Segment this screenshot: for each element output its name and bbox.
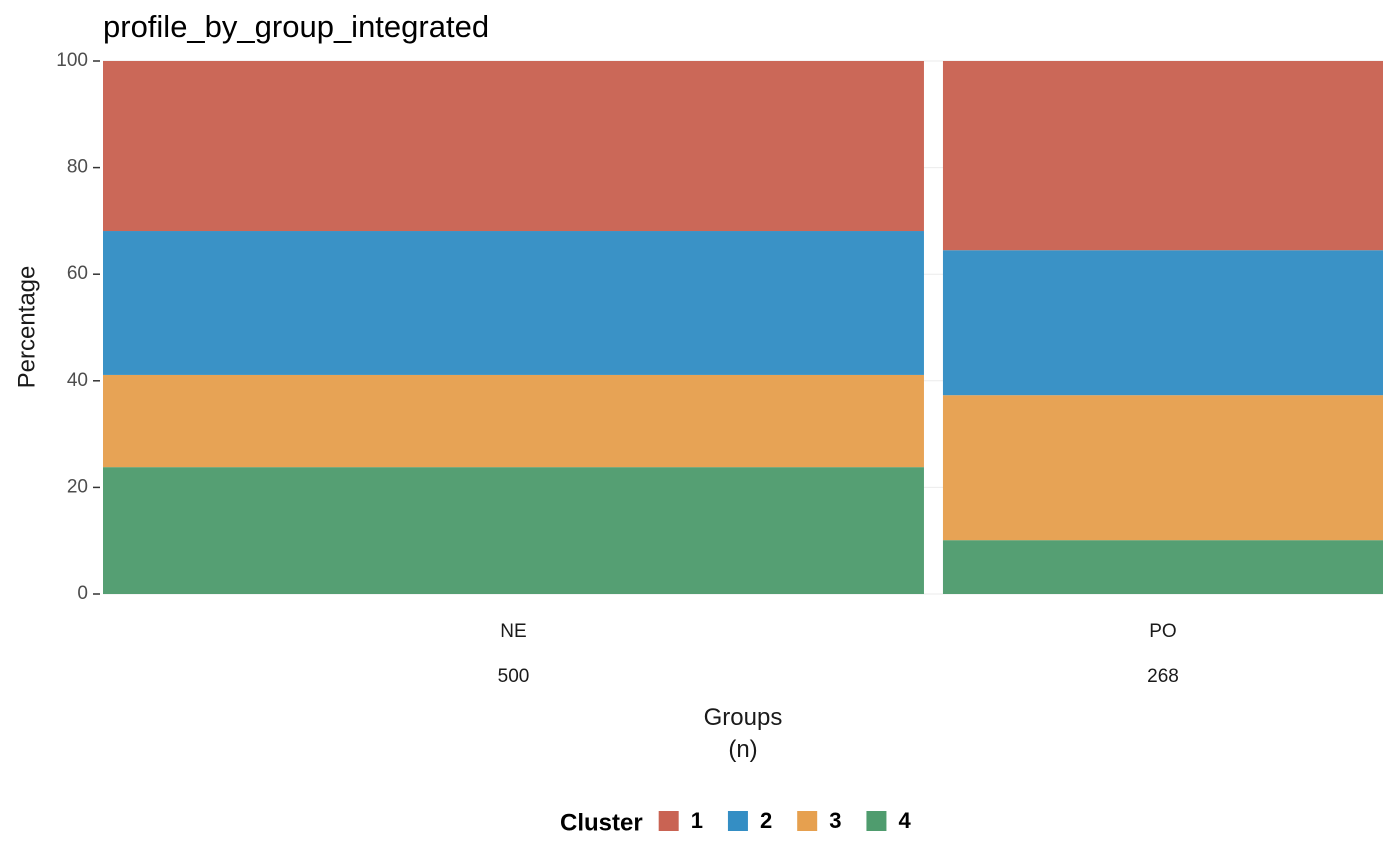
y-tick-label: 0 [77,583,88,604]
bar-segment [942,250,1383,396]
y-tick-label: 100 [56,50,88,71]
legend-label: 2 [760,808,772,833]
n-label: 268 [1147,666,1179,687]
y-axis-label: Percentage [13,266,40,389]
x-tick-label: NE [500,621,526,642]
bar-segment [942,61,1383,251]
n-label: 500 [498,666,530,687]
y-tick-label: 60 [67,263,88,284]
legend-swatch [797,811,818,831]
legend-swatch [727,811,748,831]
legend-swatch [866,811,887,831]
bar-segment [103,467,924,594]
bar-segment [942,540,1383,594]
legend-title: Cluster [560,809,643,836]
y-tick-label: 20 [67,476,88,497]
legend-label: 3 [829,808,841,833]
bar-segment [103,374,924,468]
legend-label: 4 [898,808,911,833]
bar-segment [103,231,924,375]
x-tick-label: PO [1149,621,1176,642]
y-tick-label: 80 [67,157,88,178]
x-axis-label: Groups (n) [703,704,783,763]
legend-swatch [658,811,679,831]
legend-label: 1 [691,808,703,833]
chart-title: profile_by_group_integrated [103,9,489,44]
bar-segment [942,395,1383,541]
bar-segment [103,61,924,232]
y-tick-label: 40 [67,370,88,391]
